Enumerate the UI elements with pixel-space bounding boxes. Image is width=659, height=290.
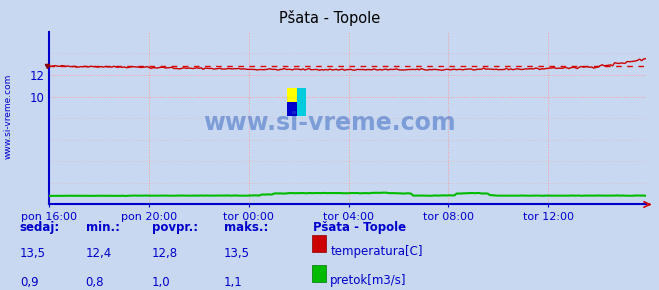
Bar bbox=[312, 265, 326, 282]
Text: 12,4: 12,4 bbox=[86, 247, 112, 260]
Text: Pšata - Topole: Pšata - Topole bbox=[313, 221, 406, 234]
Text: temperatura[C]: temperatura[C] bbox=[330, 244, 422, 258]
Text: Pšata - Topole: Pšata - Topole bbox=[279, 10, 380, 26]
Text: 13,5: 13,5 bbox=[20, 247, 45, 260]
Text: 0,8: 0,8 bbox=[86, 276, 104, 289]
Bar bbox=[287, 102, 297, 116]
Text: min.:: min.: bbox=[86, 221, 120, 234]
Bar bbox=[297, 88, 306, 116]
Text: 1,1: 1,1 bbox=[224, 276, 243, 289]
Bar bbox=[312, 235, 326, 252]
Text: www.si-vreme.com: www.si-vreme.com bbox=[3, 73, 13, 159]
Text: 0,9: 0,9 bbox=[20, 276, 38, 289]
Text: pretok[m3/s]: pretok[m3/s] bbox=[330, 274, 407, 287]
Text: www.si-vreme.com: www.si-vreme.com bbox=[203, 111, 456, 135]
Text: sedaj:: sedaj: bbox=[20, 221, 60, 234]
Text: maks.:: maks.: bbox=[224, 221, 268, 234]
Bar bbox=[287, 88, 297, 102]
Text: 1,0: 1,0 bbox=[152, 276, 170, 289]
Text: povpr.:: povpr.: bbox=[152, 221, 198, 234]
Text: 13,5: 13,5 bbox=[224, 247, 250, 260]
Text: 12,8: 12,8 bbox=[152, 247, 178, 260]
